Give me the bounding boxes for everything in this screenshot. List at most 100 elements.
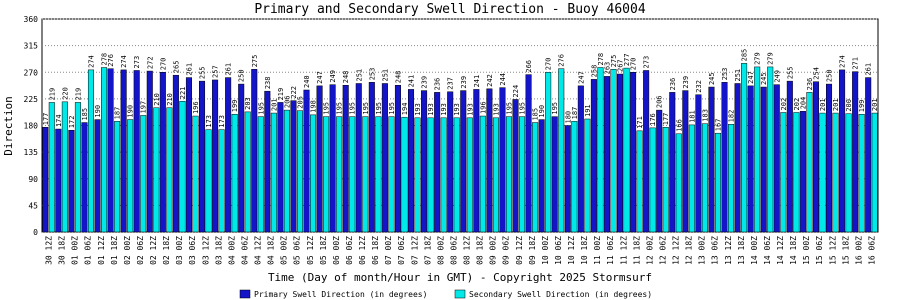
value-label: 195: [505, 102, 513, 115]
bar: [316, 85, 323, 233]
value-label: 277: [623, 53, 631, 66]
bar: [799, 111, 806, 233]
bar: [525, 74, 532, 233]
bar: [741, 63, 748, 233]
bar: [329, 84, 336, 233]
x-tick-label: 02 12Z: [149, 236, 158, 265]
x-tick-label: 07 12Z: [410, 236, 419, 265]
value-label: 195: [336, 102, 344, 115]
value-label: 270: [159, 58, 167, 71]
value-label: 278: [597, 53, 605, 66]
value-label: 167: [714, 119, 722, 132]
x-tick-label: 11 12Z: [619, 236, 628, 265]
value-label: 257: [212, 65, 220, 78]
y-tick-label: 315: [24, 42, 39, 51]
bar: [447, 91, 454, 233]
bar: [460, 90, 467, 233]
bar: [48, 102, 55, 233]
x-tick-label: 30 12Z: [45, 236, 54, 265]
value-label: 201: [270, 98, 278, 111]
value-label: 279: [754, 52, 762, 65]
bar: [760, 86, 767, 233]
bar: [767, 66, 774, 233]
value-label: 261: [225, 63, 233, 76]
bar: [283, 109, 290, 233]
bar: [225, 77, 232, 233]
value-label: 190: [94, 105, 102, 118]
value-label: 190: [127, 105, 135, 118]
bar: [290, 100, 297, 233]
value-label: 172: [68, 116, 76, 129]
x-tick-label: 07 06Z: [397, 236, 406, 265]
bar: [630, 72, 637, 233]
x-tick-label: 10 06Z: [554, 236, 563, 265]
x-tick-label: 03 12Z: [201, 236, 210, 265]
value-label: 251: [355, 69, 363, 82]
bar: [852, 71, 859, 233]
value-label: 240: [303, 75, 311, 88]
x-axis-label: Time (Day of month/Hour in GMT) - Copyri…: [268, 271, 652, 284]
bar: [479, 115, 486, 233]
value-label: 200: [845, 99, 853, 112]
bar: [296, 110, 303, 233]
x-tick-label: 16 00Z: [854, 236, 863, 265]
y-axis-label: Direction: [2, 96, 15, 156]
x-tick-label: 13 06Z: [711, 236, 720, 265]
value-label: 237: [447, 77, 455, 90]
bar: [623, 67, 630, 233]
value-label: 194: [401, 103, 409, 116]
value-label: 174: [55, 114, 63, 127]
x-tick-label: 10 12Z: [567, 236, 576, 265]
value-label: 247: [316, 71, 324, 84]
value-label: 236: [669, 78, 677, 91]
bar: [858, 114, 865, 233]
value-label: 187: [571, 107, 579, 120]
bar: [662, 127, 669, 233]
bar: [270, 112, 277, 233]
value-label: 195: [388, 102, 396, 115]
x-tick-label: 12 00Z: [645, 236, 654, 265]
bar: [839, 69, 846, 233]
x-tick-label: 06 18Z: [371, 236, 380, 265]
bar: [323, 116, 330, 233]
bar: [133, 70, 140, 233]
value-label: 199: [858, 100, 866, 113]
bar: [773, 84, 780, 233]
x-tick-label: 11 00Z: [593, 236, 602, 265]
bar: [166, 107, 173, 233]
value-label: 275: [251, 55, 259, 68]
bar: [819, 112, 826, 233]
value-label: 239: [460, 76, 468, 89]
x-tick-label: 13 12Z: [724, 236, 733, 265]
bar: [826, 83, 833, 233]
bar: [238, 83, 245, 233]
value-label: 199: [231, 100, 239, 113]
x-tick-label: 09 00Z: [489, 236, 498, 265]
bar: [342, 85, 349, 233]
bar: [812, 81, 819, 233]
bar: [172, 74, 179, 233]
x-tick-label: 03 06Z: [188, 236, 197, 265]
value-label: 276: [558, 54, 566, 67]
x-tick-label: 05 06Z: [293, 236, 302, 265]
x-tick-label: 02 18Z: [162, 236, 171, 265]
value-label: 247: [747, 71, 755, 84]
value-label: 249: [773, 70, 781, 83]
value-label: 285: [741, 49, 749, 62]
bar: [584, 118, 591, 233]
x-tick-label: 04 00Z: [227, 236, 236, 265]
bar: [414, 117, 421, 233]
value-label: 275: [610, 55, 618, 68]
bar: [120, 69, 127, 233]
x-tick-label: 04 06Z: [240, 236, 249, 265]
value-label: 177: [42, 113, 50, 126]
bar: [303, 89, 310, 233]
bar: [257, 116, 264, 233]
value-label: 195: [323, 102, 331, 115]
x-tick-label: 04 12Z: [254, 236, 263, 265]
x-tick-label: 06 12Z: [358, 236, 367, 265]
value-label: 173: [218, 115, 226, 128]
x-tick-label: 08 06Z: [449, 236, 458, 265]
value-label: 248: [394, 71, 402, 84]
y-tick-label: 135: [24, 148, 39, 157]
